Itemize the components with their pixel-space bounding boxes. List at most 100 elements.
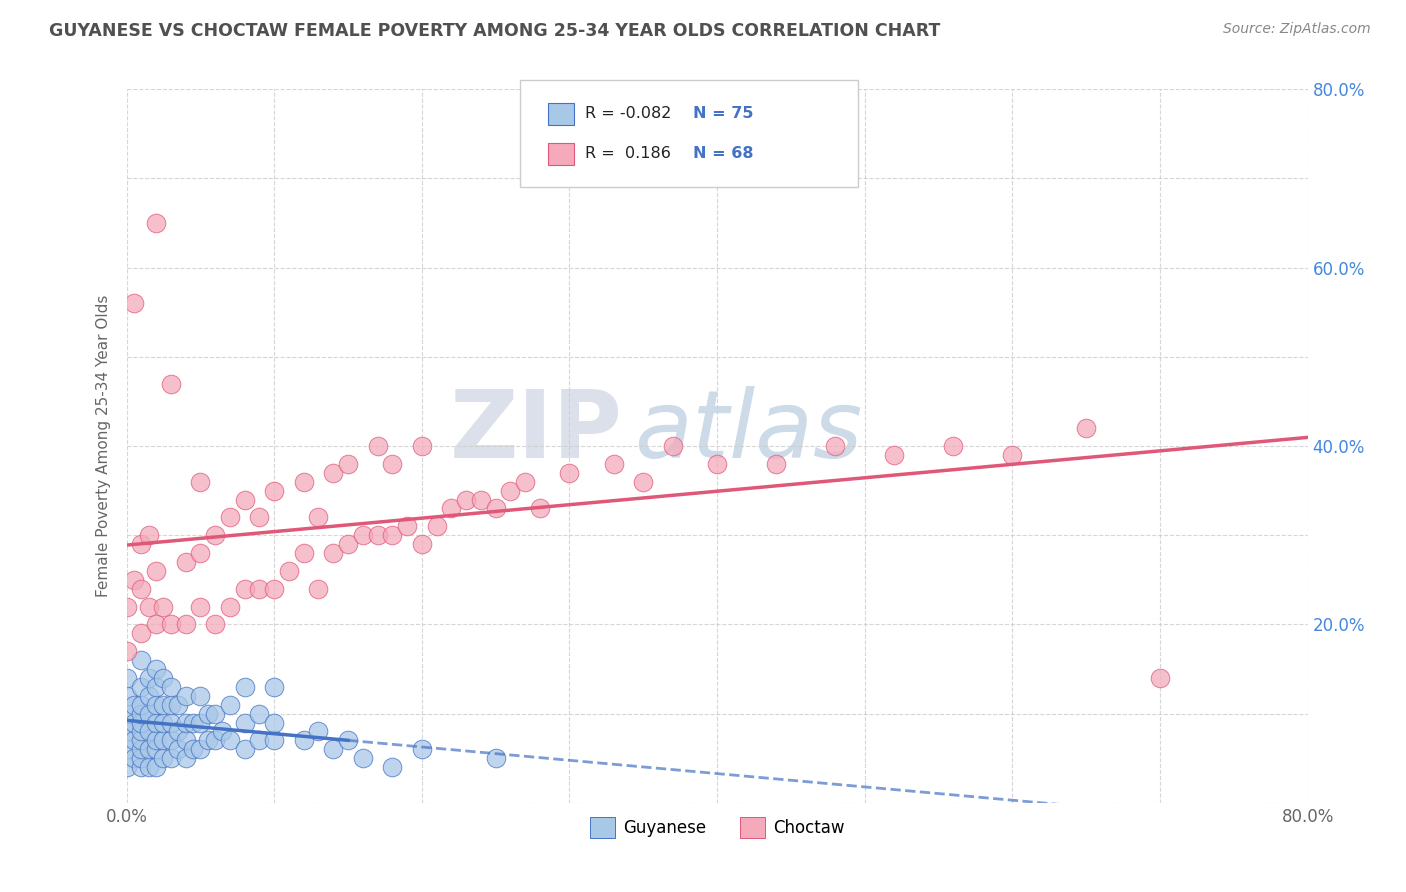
Point: [883, 448, 905, 462]
Point: [824, 439, 846, 453]
Point: [129, 537, 153, 551]
Point: [122, 733, 145, 747]
Point: [219, 698, 242, 712]
Point: [145, 617, 167, 632]
Point: [308, 582, 330, 596]
Point: [204, 706, 226, 721]
Point: [138, 528, 160, 542]
Point: [292, 733, 315, 747]
Point: [1076, 421, 1098, 435]
Point: [188, 689, 212, 703]
Text: R =  0.186: R = 0.186: [585, 146, 671, 161]
Point: [337, 733, 360, 747]
Point: [337, 537, 360, 551]
Point: [381, 457, 404, 471]
Point: [603, 457, 626, 471]
Point: [138, 671, 160, 685]
Point: [515, 475, 537, 489]
Point: [204, 528, 226, 542]
Point: [174, 617, 197, 632]
Point: [167, 742, 190, 756]
Point: [942, 439, 965, 453]
Point: [188, 715, 212, 730]
Point: [249, 733, 271, 747]
Point: [129, 715, 153, 730]
Point: [249, 582, 271, 596]
Point: [188, 546, 212, 560]
Point: [292, 546, 315, 560]
Point: [115, 742, 138, 756]
Point: [145, 662, 167, 676]
Point: [174, 555, 197, 569]
Point: [160, 751, 183, 765]
Point: [174, 751, 197, 765]
Point: [204, 617, 226, 632]
Point: [706, 457, 728, 471]
Point: [138, 742, 160, 756]
Point: [115, 760, 138, 774]
Point: [129, 724, 153, 739]
Point: [160, 698, 183, 712]
Point: [160, 733, 183, 747]
Point: [1149, 671, 1171, 685]
Point: [352, 751, 374, 765]
Point: [145, 742, 167, 756]
Point: [129, 626, 153, 640]
Point: [152, 698, 174, 712]
Point: [499, 483, 522, 498]
Point: [160, 680, 183, 694]
Point: [122, 751, 145, 765]
Point: [263, 733, 285, 747]
Point: [211, 724, 233, 739]
Point: [138, 760, 160, 774]
Y-axis label: Female Poverty Among 25-34 Year Olds: Female Poverty Among 25-34 Year Olds: [96, 295, 111, 597]
Point: [122, 715, 145, 730]
Point: [233, 582, 256, 596]
Point: [411, 742, 433, 756]
Point: [138, 599, 160, 614]
Point: [115, 724, 138, 739]
Point: [381, 528, 404, 542]
Point: [122, 296, 145, 310]
Point: [765, 457, 787, 471]
Point: [633, 475, 655, 489]
Point: [129, 582, 153, 596]
Point: [367, 528, 389, 542]
Point: [352, 528, 374, 542]
Point: [129, 698, 153, 712]
Point: [204, 733, 226, 747]
Point: [219, 733, 242, 747]
Point: [233, 742, 256, 756]
Point: [188, 599, 212, 614]
Point: [152, 751, 174, 765]
Point: [138, 724, 160, 739]
Point: [219, 599, 242, 614]
Point: [1001, 448, 1024, 462]
Point: [529, 501, 551, 516]
Point: [152, 733, 174, 747]
Point: [181, 715, 204, 730]
Text: Source: ZipAtlas.com: Source: ZipAtlas.com: [1223, 22, 1371, 37]
Point: [662, 439, 685, 453]
Text: ZIP: ZIP: [450, 385, 623, 478]
Point: [145, 760, 167, 774]
Text: GUYANESE VS CHOCTAW FEMALE POVERTY AMONG 25-34 YEAR OLDS CORRELATION CHART: GUYANESE VS CHOCTAW FEMALE POVERTY AMONG…: [49, 22, 941, 40]
Point: [308, 510, 330, 524]
Point: [425, 519, 447, 533]
Point: [152, 715, 174, 730]
Point: [129, 751, 153, 765]
Point: [322, 742, 344, 756]
Point: [160, 617, 183, 632]
Point: [115, 644, 138, 658]
Point: [115, 706, 138, 721]
Point: [152, 599, 174, 614]
Point: [381, 760, 404, 774]
Point: [367, 439, 389, 453]
Point: [174, 715, 197, 730]
Point: [115, 671, 138, 685]
Point: [484, 501, 508, 516]
Point: [181, 742, 204, 756]
Point: [138, 706, 160, 721]
Point: [145, 715, 167, 730]
Point: [233, 715, 256, 730]
